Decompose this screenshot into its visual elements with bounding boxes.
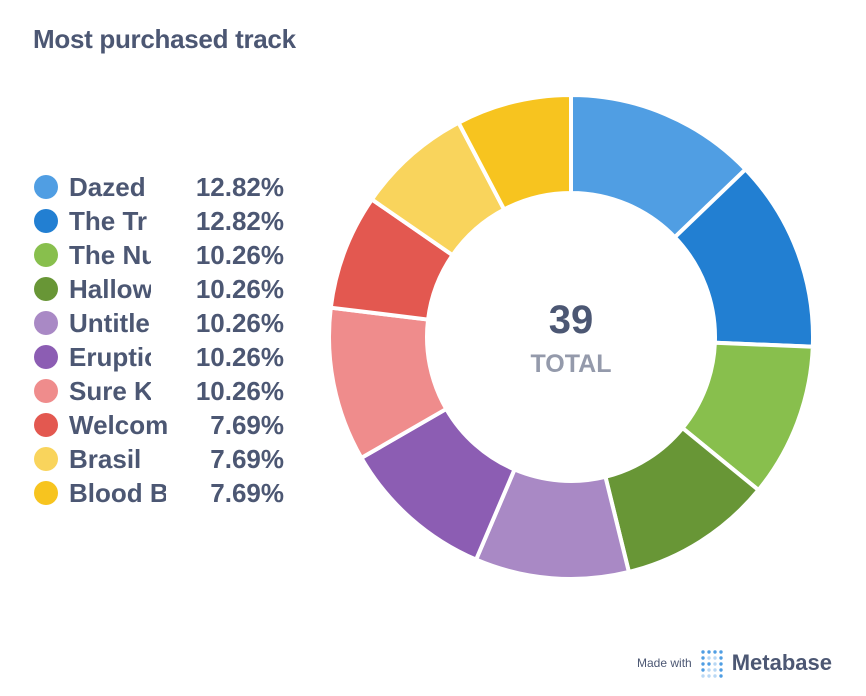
legend-percent: 10.26% bbox=[195, 375, 284, 406]
legend-color-dot bbox=[34, 413, 58, 437]
metabase-logo-icon bbox=[701, 650, 723, 678]
legend-color-dot bbox=[34, 345, 58, 369]
legend-item[interactable]: Welcom 7.69% bbox=[34, 408, 284, 442]
legend-item[interactable]: The Tr 12.82% bbox=[34, 204, 284, 238]
legend-label: Sure K bbox=[69, 375, 151, 406]
legend-label: Blood B bbox=[69, 477, 166, 508]
legend-item[interactable]: Blood B 7.69% bbox=[34, 476, 284, 510]
legend-color-dot bbox=[34, 447, 58, 471]
brand-name: Metabase bbox=[731, 650, 832, 675]
legend-color-dot bbox=[34, 311, 58, 335]
legend-percent: 10.26% bbox=[195, 273, 284, 304]
legend-item[interactable]: Dazed 12.82% bbox=[34, 170, 284, 204]
legend-label: The Nu bbox=[69, 239, 151, 270]
made-with-text: Made with bbox=[637, 656, 692, 670]
legend-label: The Tr bbox=[69, 205, 148, 236]
legend-color-dot bbox=[34, 175, 58, 199]
legend-percent: 10.26% bbox=[195, 341, 284, 372]
legend: Dazed 12.82% The Tr 12.82% The Nu 10.26% Hallo… bbox=[34, 170, 284, 510]
legend-color-dot bbox=[34, 209, 58, 233]
legend-percent: 7.69% bbox=[210, 443, 284, 474]
legend-color-dot bbox=[34, 243, 58, 267]
legend-item[interactable]: Hallow 10.26% bbox=[34, 272, 284, 306]
legend-percent: 12.82% bbox=[195, 171, 284, 202]
legend-item[interactable]: Brasil 7.69% bbox=[34, 442, 284, 476]
legend-label: Dazed bbox=[69, 171, 146, 202]
legend-percent: 7.69% bbox=[210, 477, 284, 508]
legend-color-dot bbox=[34, 481, 58, 505]
legend-label: Untitle bbox=[69, 307, 150, 338]
legend-percent: 10.26% bbox=[195, 239, 284, 270]
legend-percent: 12.82% bbox=[195, 205, 284, 236]
total-value: 39 bbox=[549, 298, 594, 342]
legend-item[interactable]: Untitle 10.26% bbox=[34, 306, 284, 340]
total-label: TOTAL bbox=[530, 350, 611, 378]
chart-title: Most purchased track bbox=[33, 24, 296, 54]
legend-label: Eruptio bbox=[69, 341, 151, 372]
legend-item[interactable]: The Nu 10.26% bbox=[34, 238, 284, 272]
legend-percent: 10.26% bbox=[195, 307, 284, 338]
footer: Made with Metabase bbox=[637, 648, 832, 678]
legend-color-dot bbox=[34, 277, 58, 301]
legend-item[interactable]: Sure K 10.26% bbox=[34, 374, 284, 408]
legend-color-dot bbox=[34, 379, 58, 403]
legend-percent: 7.69% bbox=[210, 409, 284, 440]
legend-item[interactable]: Eruptio 10.26% bbox=[34, 340, 284, 374]
legend-label: Hallow bbox=[69, 273, 151, 304]
legend-label: Brasil bbox=[69, 443, 142, 474]
pie-slice[interactable] bbox=[455, 92, 573, 213]
legend-label: Welcom bbox=[69, 409, 167, 440]
